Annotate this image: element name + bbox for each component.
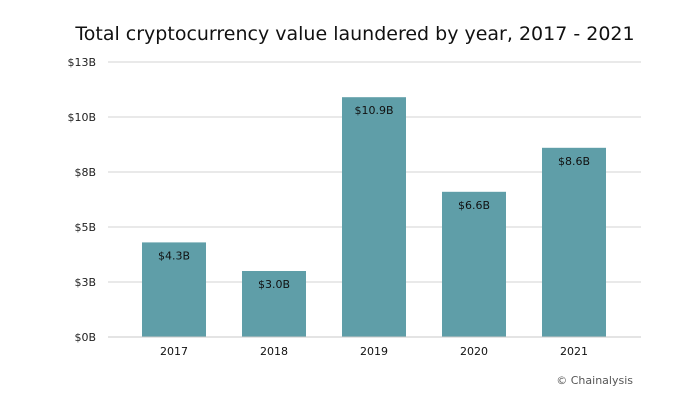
- y-tick-label-5: $13B: [67, 56, 96, 69]
- bar-value-label-2017: $4.3B: [158, 249, 190, 262]
- y-tick-label-2: $5B: [74, 221, 96, 234]
- bar-value-label-2020: $6.6B: [458, 199, 490, 212]
- bar-2017: [142, 242, 206, 337]
- x-tick-label-2017: 2017: [160, 345, 188, 358]
- bar-2018: [242, 271, 306, 337]
- bar-value-label-2021: $8.6B: [558, 155, 590, 168]
- chart-title: Total cryptocurrency value laundered by …: [74, 23, 634, 45]
- x-tick-label-2018: 2018: [260, 345, 288, 358]
- bars: [142, 97, 606, 337]
- y-tick-label-3: $8B: [74, 166, 96, 179]
- x-tick-label-2019: 2019: [360, 345, 388, 358]
- x-tick-label-2021: 2021: [560, 345, 588, 358]
- x-tick-label-2020: 2020: [460, 345, 488, 358]
- x-axis-ticks: 2017 2018 2019 2020 2021: [160, 345, 588, 358]
- bar-2020: [442, 191, 506, 337]
- y-tick-label-4: $10B: [67, 111, 96, 124]
- data-labels: $4.3B $3.0B $10.9B $6.6B $8.6B: [158, 104, 590, 291]
- y-tick-label-1: $3B: [74, 276, 96, 289]
- y-tick-label-0: $0B: [74, 331, 96, 344]
- y-axis-ticks: $0B $3B $5B $8B $10B $13B: [67, 56, 96, 344]
- bar-value-label-2019: $10.9B: [354, 104, 393, 117]
- source-credit: © Chainalysis: [556, 374, 633, 387]
- bar-2019: [342, 97, 406, 337]
- bar-value-label-2018: $3.0B: [258, 278, 290, 291]
- bar-2021: [542, 147, 606, 337]
